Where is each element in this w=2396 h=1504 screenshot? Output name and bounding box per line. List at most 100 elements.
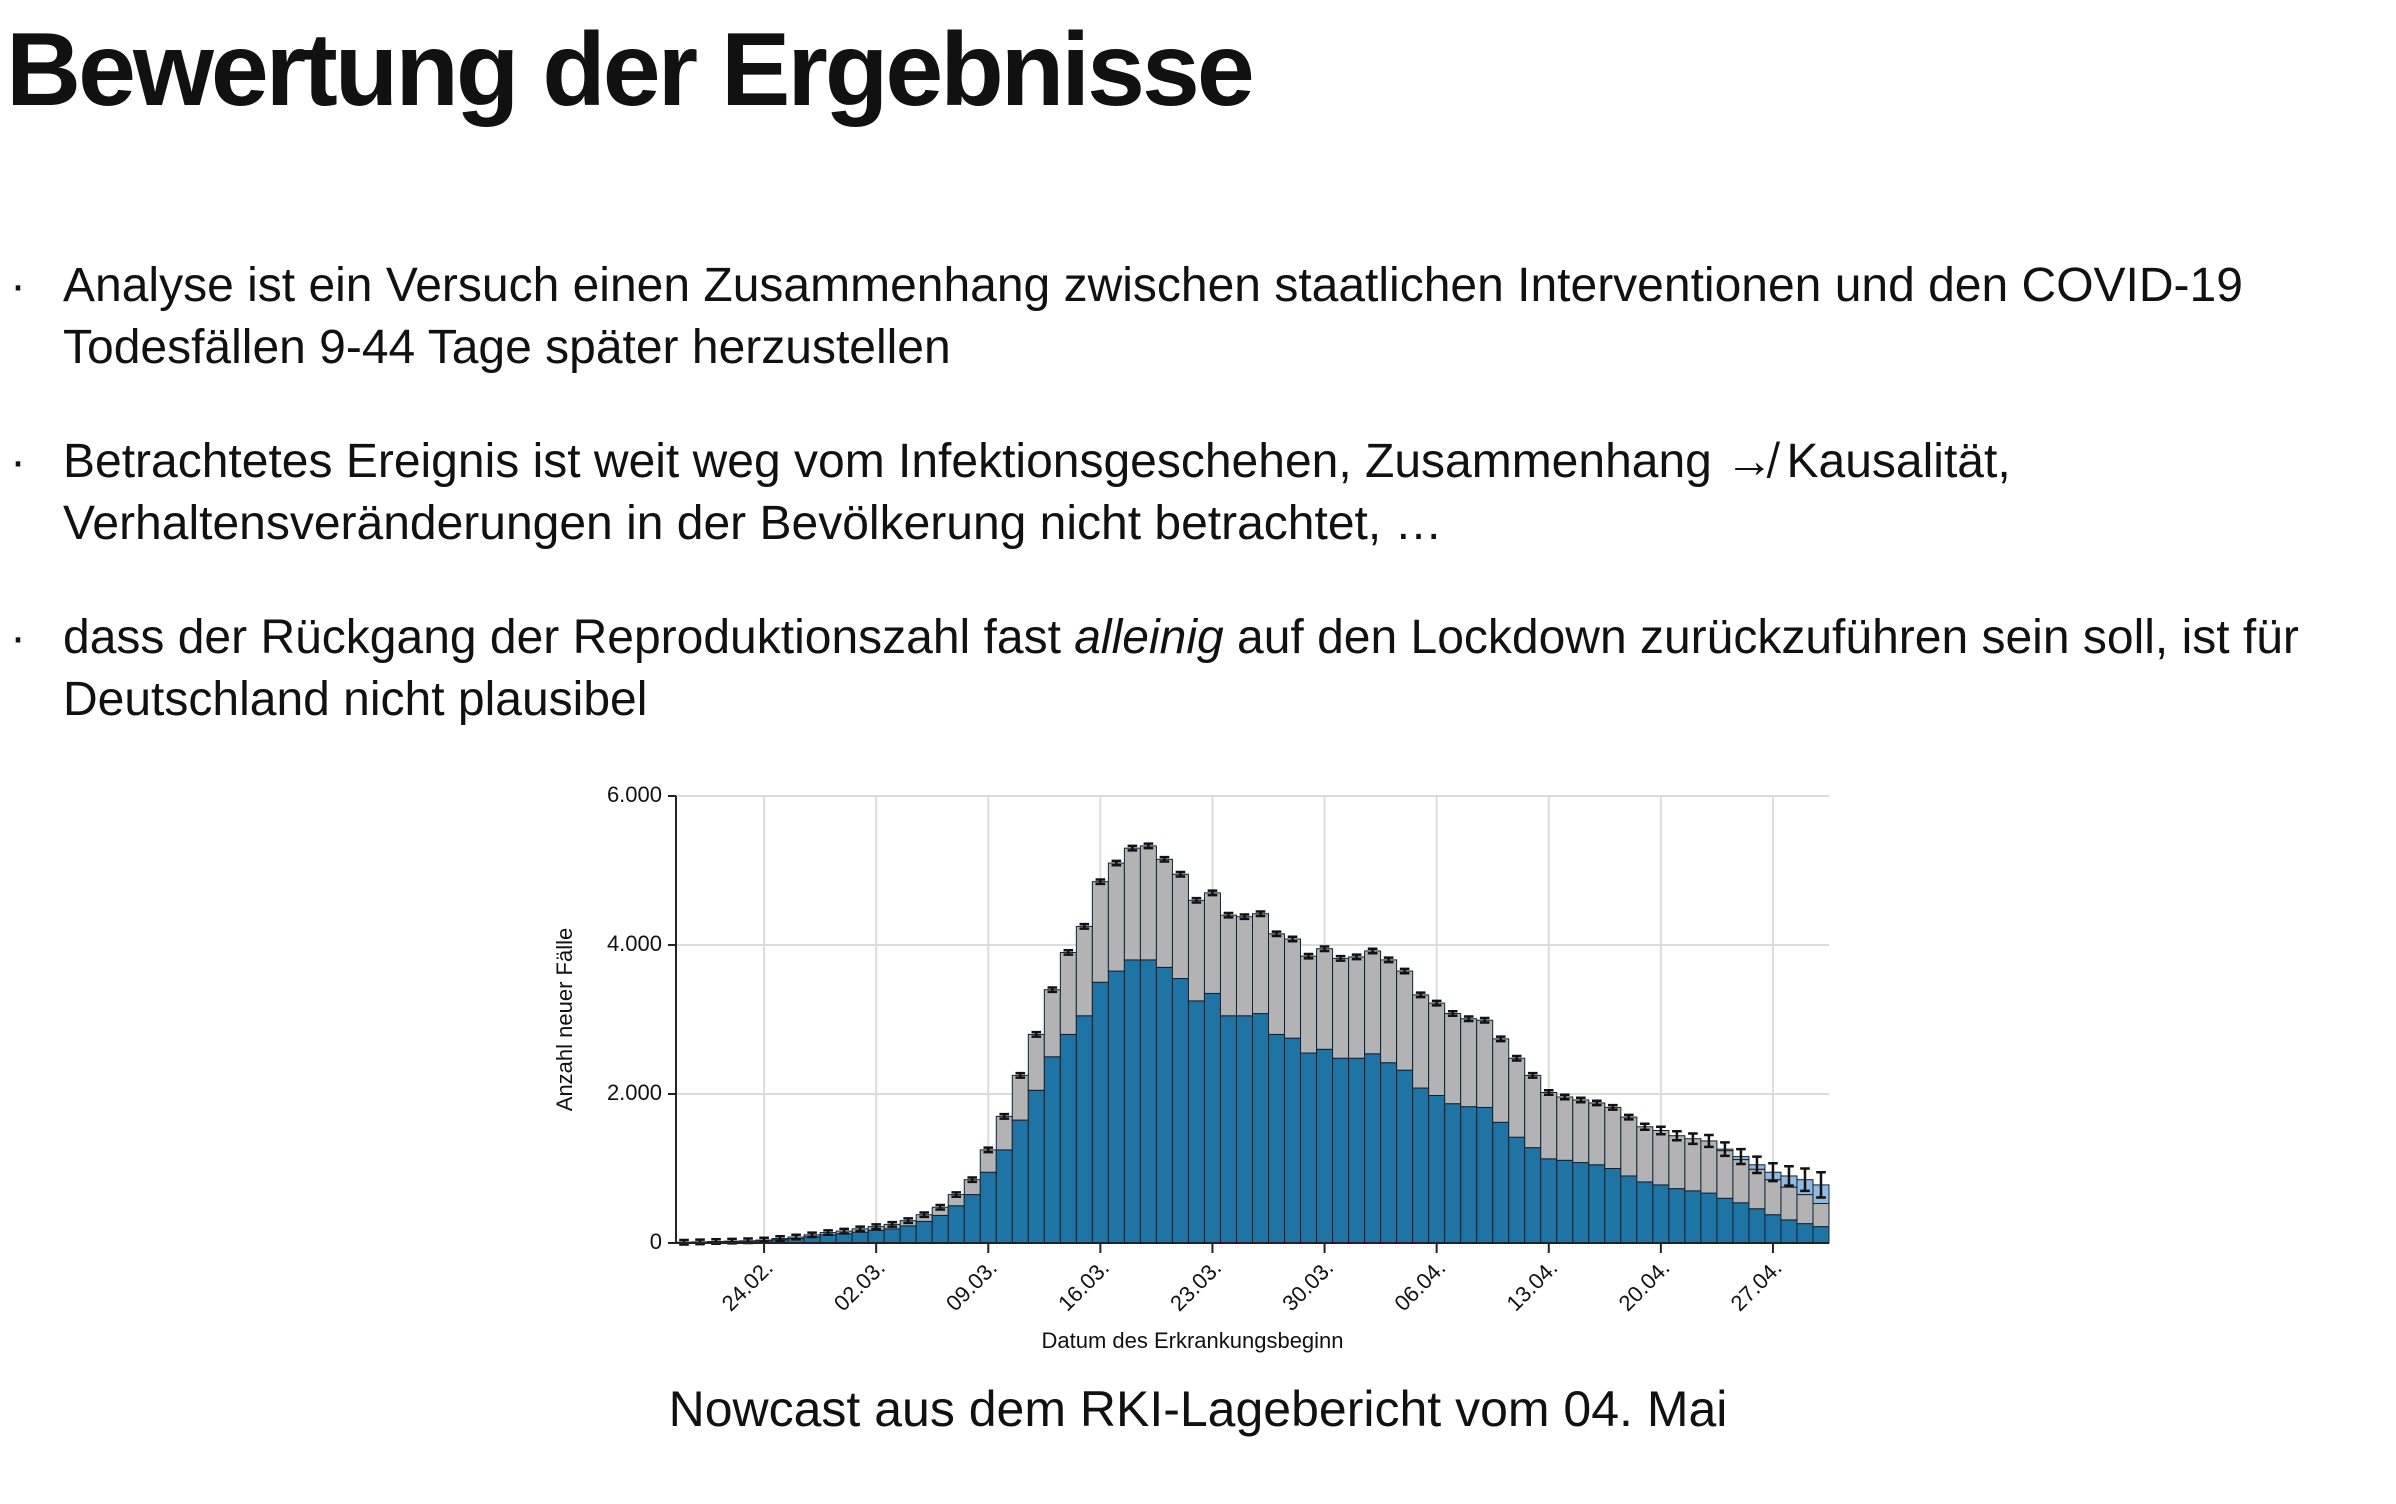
bar-segment xyxy=(1059,1033,1077,1244)
bar-segment xyxy=(1219,1015,1237,1244)
error-bar xyxy=(839,1227,849,1235)
error-bar xyxy=(1127,844,1138,852)
bar-segment xyxy=(1700,1140,1718,1194)
error-bar xyxy=(967,1176,978,1184)
bar-segment xyxy=(1091,881,1109,983)
bar-segment xyxy=(1412,994,1430,1089)
error-bar xyxy=(1816,1170,1826,1199)
bar-segment xyxy=(1796,1194,1814,1225)
bar-segment xyxy=(995,1115,1013,1151)
error-bar xyxy=(1303,952,1314,960)
x-tick-label: 13.04. xyxy=(1501,1255,1562,1316)
bullet-text: Analyse ist ein Versuch einen Zusammenha… xyxy=(63,259,2243,374)
error-bar xyxy=(1784,1165,1794,1187)
bar-segment xyxy=(1348,1057,1366,1244)
bullet-list: Analyse ist ein Versuch einen Zusammenha… xyxy=(0,255,2380,783)
bar-segment xyxy=(1684,1138,1702,1192)
bar-segment xyxy=(1652,1184,1670,1244)
bar-segment xyxy=(1460,1106,1478,1244)
bar-segment xyxy=(1187,1000,1205,1244)
error-bar xyxy=(1447,1010,1458,1018)
x-tick-label: 30.03. xyxy=(1277,1255,1338,1316)
error-bar xyxy=(1463,1015,1474,1023)
error-bar xyxy=(1079,922,1090,930)
bar-segment xyxy=(1011,1074,1029,1121)
error-bar xyxy=(999,1112,1010,1120)
bar-segment xyxy=(947,1205,965,1244)
bar-segment xyxy=(1171,873,1189,980)
caption: Nowcast aus dem RKI-Lagebericht vom 04. … xyxy=(668,1381,1728,1437)
bar-segment xyxy=(1716,1197,1734,1244)
bar-segment xyxy=(1812,1203,1830,1228)
bar-segment xyxy=(1732,1202,1750,1244)
error-bar xyxy=(1656,1125,1666,1136)
error-bar xyxy=(1063,948,1074,956)
error-bar xyxy=(887,1220,897,1228)
y-tick-label: 4.000 xyxy=(607,931,662,956)
bar-segment xyxy=(1380,1062,1398,1244)
error-bar xyxy=(1399,967,1410,975)
bar-segment xyxy=(851,1231,869,1244)
bar-segment xyxy=(1187,899,1205,1002)
bar-segment xyxy=(1171,978,1189,1244)
bar-segment xyxy=(1043,989,1061,1058)
bar-segment xyxy=(867,1229,885,1244)
bar-segment xyxy=(1027,1033,1045,1091)
bar-segment xyxy=(1203,992,1221,1244)
bar-segment xyxy=(1588,1164,1606,1244)
error-bar xyxy=(791,1233,801,1241)
error-bar xyxy=(1159,855,1170,863)
bar-segment xyxy=(1476,1106,1494,1244)
error-bar xyxy=(1351,953,1362,961)
bar-segment xyxy=(1492,1038,1510,1123)
bar-segment xyxy=(1155,858,1173,968)
error-bar xyxy=(1575,1096,1586,1104)
bar-segment xyxy=(1444,1013,1462,1105)
bar-segment xyxy=(1300,955,1318,1054)
error-bar xyxy=(919,1211,930,1219)
bar-segment xyxy=(1764,1214,1782,1244)
error-bar xyxy=(1800,1167,1810,1193)
error-bar xyxy=(1255,910,1266,918)
error-bar xyxy=(903,1217,914,1225)
error-bar xyxy=(823,1229,833,1237)
x-tick-label: 23.03. xyxy=(1165,1255,1226,1316)
y-tick-label: 2.000 xyxy=(607,1080,662,1105)
error-bar xyxy=(1495,1035,1506,1043)
bar-segment xyxy=(1540,1092,1558,1160)
bar-segment xyxy=(1476,1019,1494,1108)
error-bar xyxy=(1736,1147,1746,1166)
error-bar xyxy=(1143,842,1154,850)
y-tick-label: 6.000 xyxy=(607,782,662,807)
bullet-text: alleinig xyxy=(1074,611,1224,664)
bar-segment xyxy=(1300,1052,1318,1244)
bar-segment xyxy=(1268,933,1286,1035)
bar-segment xyxy=(1428,1094,1446,1244)
bar-segment xyxy=(1364,950,1382,1055)
x-tick-label: 09.03. xyxy=(941,1255,1002,1316)
bar-segment xyxy=(1732,1159,1750,1204)
x-tick-label: 16.03. xyxy=(1053,1255,1114,1316)
bar-segment xyxy=(1556,1096,1574,1161)
bar-segment xyxy=(1668,1135,1686,1190)
bar-segment xyxy=(1556,1159,1574,1244)
error-bar xyxy=(935,1203,946,1211)
bar-segment xyxy=(1572,1162,1590,1244)
bar-segment xyxy=(963,1194,981,1244)
bar-segment xyxy=(1155,966,1173,1244)
x-tick-label: 02.03. xyxy=(829,1255,890,1316)
x-tick-label: 06.04. xyxy=(1389,1255,1450,1316)
bar-segment xyxy=(1107,862,1125,972)
bar-segment xyxy=(995,1149,1013,1244)
bar-segment xyxy=(899,1225,917,1244)
bar-segment xyxy=(1572,1099,1590,1164)
bar-segment xyxy=(1796,1223,1814,1244)
bar-segment xyxy=(1540,1158,1558,1244)
bar-segment xyxy=(1252,913,1270,1015)
error-bar xyxy=(1704,1133,1714,1149)
error-bar xyxy=(1543,1089,1554,1096)
bar-segment xyxy=(1139,845,1157,961)
bar-segment xyxy=(1508,1136,1526,1244)
bar-segment xyxy=(1716,1150,1734,1199)
